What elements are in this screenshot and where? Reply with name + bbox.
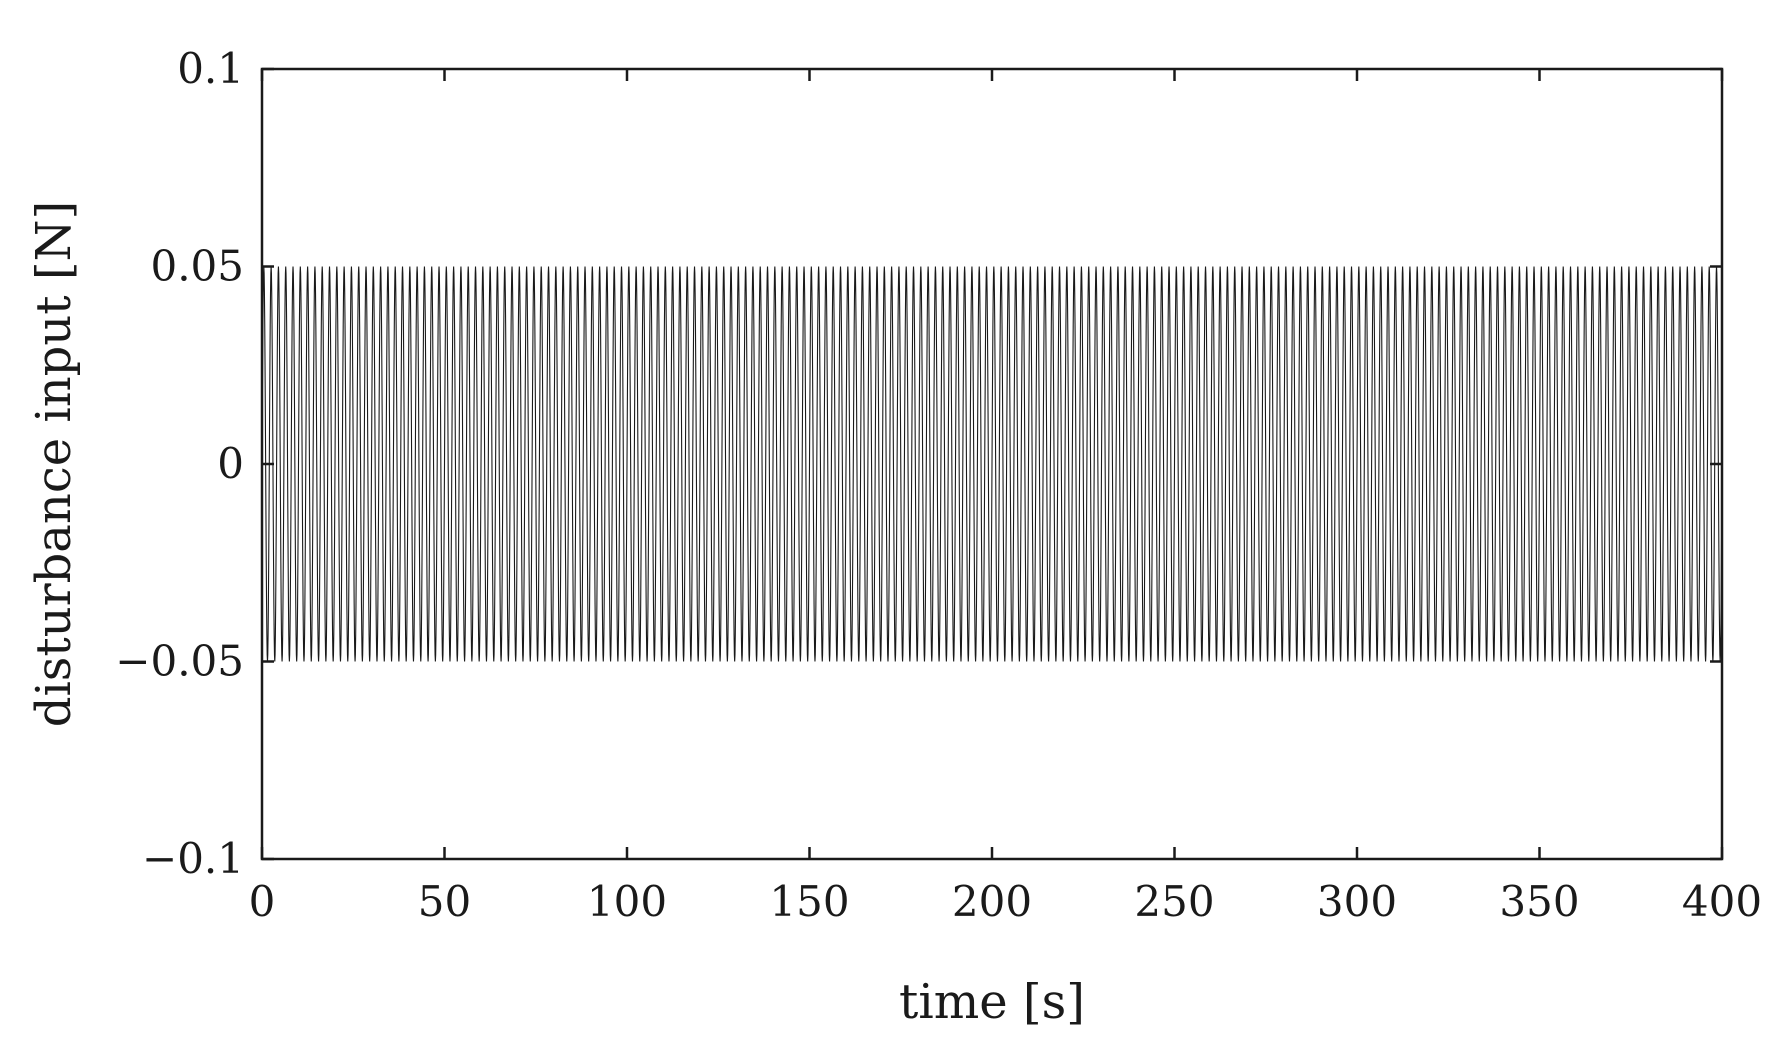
x-tick-label: 100 — [587, 877, 667, 926]
x-tick-label: 200 — [952, 877, 1032, 926]
x-tick-label: 150 — [769, 877, 849, 926]
y-tick-label: 0.1 — [177, 44, 244, 93]
x-tick-label: 300 — [1317, 877, 1397, 926]
y-tick-label: 0.05 — [150, 242, 244, 291]
y-tick-label: −0.1 — [142, 834, 244, 883]
x-tick-label: 400 — [1682, 877, 1762, 926]
y-axis: 0.1 0.05 0 −0.05 −0.1 — [115, 44, 1722, 883]
x-tick-label: 350 — [1499, 877, 1579, 926]
x-tick-label: 50 — [418, 877, 471, 926]
y-tick-label: 0 — [217, 439, 244, 488]
y-axis-label: disturbance input [N] — [26, 201, 82, 728]
x-axis: 0 50 100 150 200 250 300 350 400 — [249, 69, 1762, 926]
x-tick-label: 250 — [1134, 877, 1214, 926]
series-line — [261, 266, 1723, 662]
plot-area — [260, 67, 1724, 861]
x-axis-label: time [s] — [899, 974, 1085, 1030]
x-tick-label: 0 — [249, 877, 276, 926]
y-tick-label: −0.05 — [115, 637, 244, 686]
